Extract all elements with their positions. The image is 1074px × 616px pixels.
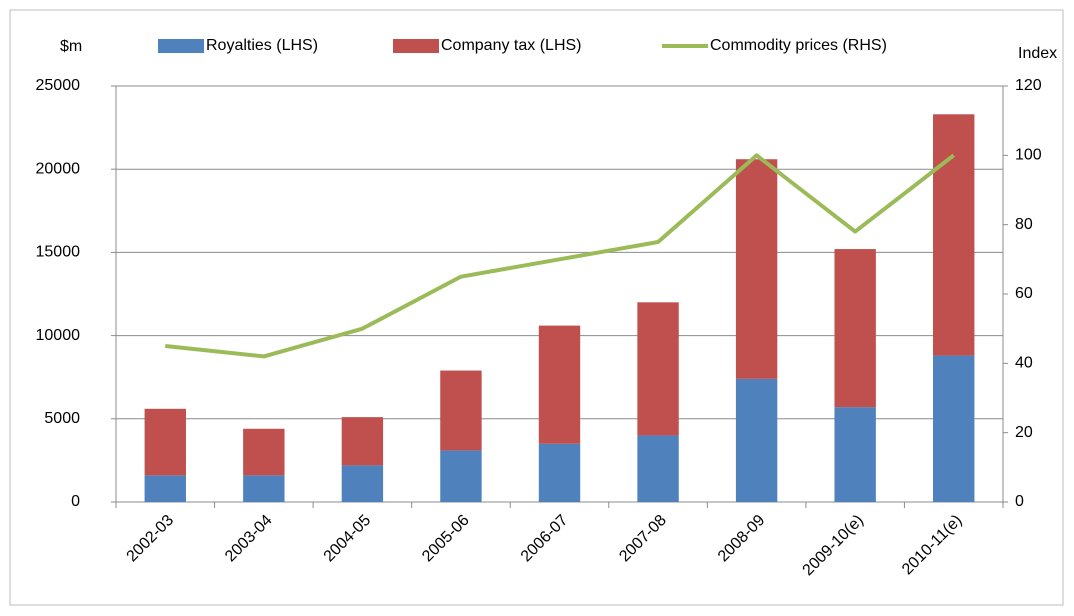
y2-tick-label: 0	[1015, 493, 1024, 510]
y-tick-label: 15000	[36, 244, 81, 261]
bar	[637, 435, 679, 502]
bar	[933, 355, 975, 502]
y-tick-label: 25000	[36, 77, 81, 94]
legend-label: Royalties (LHS)	[206, 37, 318, 54]
y2-tick-label: 100	[1015, 147, 1042, 164]
y-tick-label: 0	[71, 493, 80, 510]
bar	[538, 325, 581, 444]
bar	[637, 302, 679, 436]
legend-swatch	[393, 39, 439, 53]
y2-tick-label: 60	[1015, 285, 1033, 302]
bar	[834, 407, 876, 502]
legend-swatch	[158, 39, 204, 53]
bar	[341, 417, 384, 466]
chart-border	[9, 9, 1064, 606]
bar	[735, 159, 778, 379]
line	[165, 153, 955, 359]
y2-tick-label: 40	[1015, 355, 1033, 372]
bar	[834, 249, 876, 408]
bar	[440, 370, 482, 451]
y-axis-label: $m	[60, 38, 82, 55]
bar	[144, 475, 186, 502]
bar	[243, 475, 285, 502]
y-tick-label: 5000	[44, 410, 80, 427]
y-tick-label: 10000	[36, 327, 81, 344]
y-tick-label: 20000	[36, 160, 81, 177]
bar	[144, 408, 186, 476]
bar	[538, 443, 581, 502]
legend-label: Commodity prices (RHS)	[710, 37, 887, 54]
y2-tick-label: 20	[1015, 424, 1033, 441]
y2-tick-label: 120	[1015, 77, 1042, 94]
bar	[440, 450, 482, 502]
bar	[735, 378, 778, 502]
bar	[341, 465, 384, 502]
bar	[933, 114, 975, 356]
y2-tick-label: 80	[1015, 216, 1033, 233]
legend-label: Company tax (LHS)	[441, 37, 582, 54]
y2-axis-label: Index	[1018, 45, 1057, 62]
bar	[243, 428, 285, 476]
